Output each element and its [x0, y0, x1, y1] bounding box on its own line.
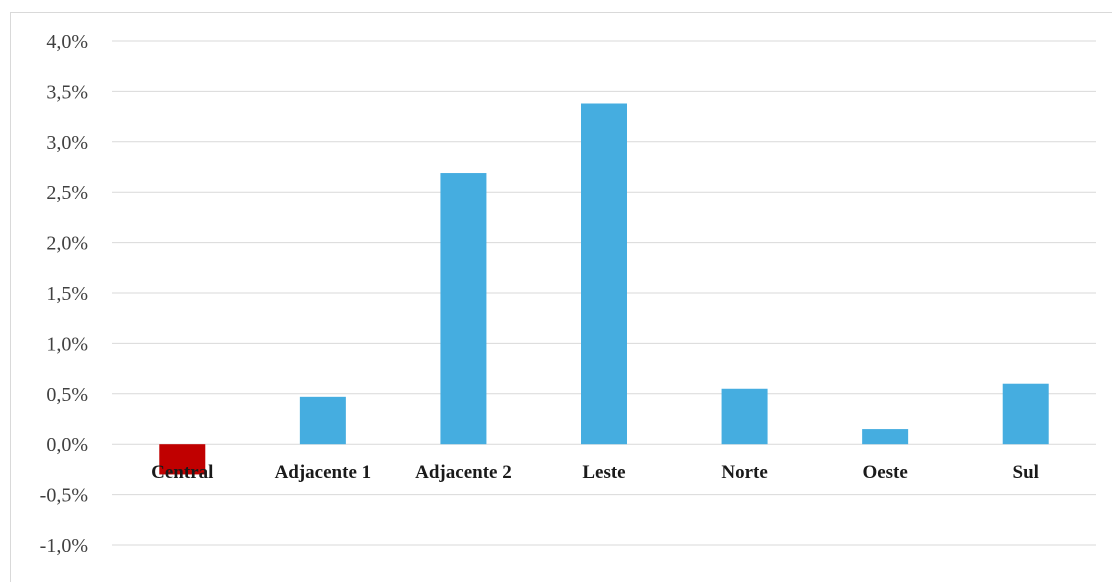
- bars: [159, 103, 1049, 475]
- category-label: Adjacente 2: [415, 462, 512, 483]
- bar-chart: 4,0% 3,5% 3,0% 2,5% 2,0% 1,5% 1,0% 0,5% 0,0% -0,5…: [40, 31, 1096, 557]
- bar-central: [159, 444, 206, 475]
- y-tick-label: 3,5%: [46, 81, 88, 103]
- y-tick-label: 2,0%: [46, 233, 88, 255]
- y-tick-label: 4,0%: [46, 31, 88, 53]
- y-tick-label: 0,5%: [46, 384, 88, 406]
- chart-frame: [10, 12, 1112, 582]
- category-label: Sul: [1013, 462, 1039, 483]
- y-tick-label: 0,0%: [46, 434, 88, 456]
- y-axis-tick-labels: 4,0% 3,5% 3,0% 2,5% 2,0% 1,5% 1,0% 0,5% 0,0% -0,5…: [40, 31, 88, 557]
- category-label: Adjacente 1: [275, 462, 372, 483]
- category-label: Oeste: [862, 462, 907, 483]
- category-label: Norte: [721, 462, 767, 483]
- y-tick-label: 1,5%: [46, 283, 88, 305]
- category-label: Leste: [582, 462, 625, 483]
- bar-adjacente-2: [440, 173, 487, 445]
- bar-leste: [581, 103, 627, 445]
- bar-adjacente-1: [299, 396, 346, 445]
- y-tick-label: 3,0%: [46, 132, 88, 154]
- bar-sul: [1002, 383, 1049, 445]
- y-tick-label: -1,0%: [40, 535, 88, 557]
- y-tick-label: -0,5%: [40, 485, 88, 507]
- bar-oeste: [862, 429, 909, 445]
- category-label: Central: [151, 462, 213, 483]
- y-tick-label: 2,5%: [46, 182, 88, 204]
- y-tick-label: 1,0%: [46, 333, 88, 355]
- category-labels: Central Adjacente 1 Adjacente 2 Leste Norte O…: [151, 462, 1039, 483]
- bar-norte: [721, 388, 768, 445]
